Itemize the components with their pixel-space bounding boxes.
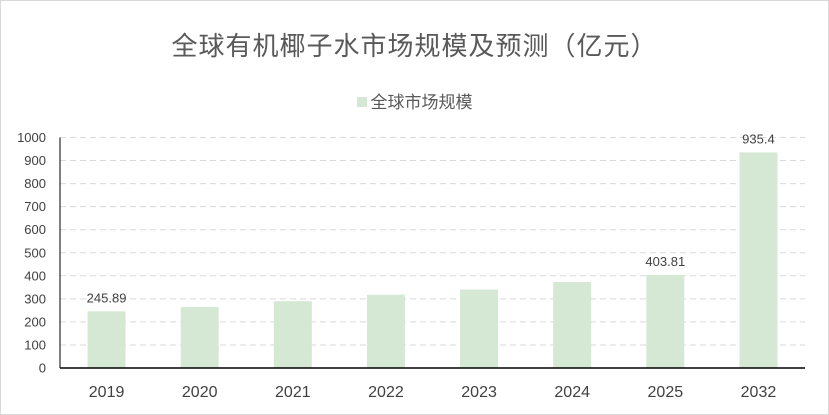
legend-label: 全球市场规模 [370, 93, 473, 113]
x-tick-label: 2021 [275, 384, 311, 401]
data-label: 245.89 [87, 290, 127, 305]
x-tick-label: 2023 [461, 384, 497, 401]
legend-swatch [356, 97, 367, 107]
y-tick-label: 400 [24, 268, 46, 283]
legend: 全球市场规模 [0, 88, 829, 113]
bar [180, 306, 219, 368]
x-tick-label: 2019 [89, 384, 125, 401]
y-tick-label: 300 [24, 291, 46, 306]
y-tick-label: 900 [24, 153, 46, 168]
y-tick-label: 800 [24, 176, 46, 191]
x-tick-label: 2024 [554, 384, 590, 401]
bar [273, 301, 312, 368]
y-tick-label: 700 [24, 199, 46, 214]
bar [366, 294, 405, 368]
bar [553, 282, 592, 368]
data-label: 403.81 [645, 254, 685, 269]
y-tick-label: 0 [39, 361, 46, 376]
y-tick-label: 500 [24, 245, 46, 260]
y-tick-label: 600 [24, 222, 46, 237]
y-tick-label: 200 [24, 314, 46, 329]
x-tick-label: 2020 [182, 384, 218, 401]
y-tick-label: 1000 [17, 130, 46, 145]
bar [646, 274, 685, 368]
x-tick-label: 2022 [368, 384, 404, 401]
x-tick-label: 2025 [648, 384, 684, 401]
bar [460, 289, 499, 368]
chart-title: 全球有机椰子水市场规模及预测（亿元） [171, 32, 658, 62]
bar [87, 311, 126, 368]
bar [739, 152, 778, 368]
x-tick-label: 2032 [741, 384, 777, 401]
data-label: 935.4 [742, 131, 775, 146]
y-tick-label: 100 [24, 337, 46, 352]
